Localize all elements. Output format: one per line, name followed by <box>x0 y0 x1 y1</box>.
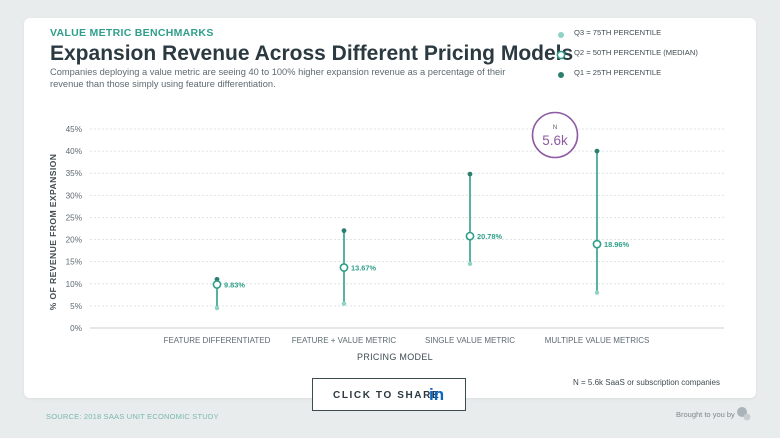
x-tick-label: MULTIPLE VALUE METRICS <box>545 336 650 345</box>
linkedin-icon: in <box>429 385 445 404</box>
legend-label-q3: Q3 = 75TH PERCENTILE <box>574 28 662 37</box>
legend-label-q1: Q1 = 25TH PERCENTILE <box>574 68 662 77</box>
q1-point <box>467 261 473 267</box>
share-button-label: CLICK TO SHARE <box>333 390 441 401</box>
brought-to-you-by-label: Brought to you by <box>676 410 735 419</box>
badge-value: 5.6k <box>542 133 568 148</box>
median-data-label: 13.67% <box>351 264 376 273</box>
x-tick-label: FEATURE DIFFERENTIATED <box>164 336 271 345</box>
sample-size-note: N = 5.6k SaaS or subscription companies <box>573 378 720 387</box>
median-point <box>592 239 602 249</box>
q3-point <box>594 148 600 154</box>
y-tick-label: 15% <box>66 258 82 267</box>
click-to-share-button[interactable]: CLICK TO SHARE in <box>312 378 466 411</box>
legend-label-q2: Q2 = 50TH PERCENTILE (MEDIAN) <box>574 48 698 57</box>
x-tick-label: FEATURE + VALUE METRIC <box>292 336 397 345</box>
q3-point <box>467 171 473 177</box>
legend-dot-q3-icon <box>558 32 564 38</box>
y-axis-label: % OF REVENUE FROM EXPANSION <box>48 154 58 311</box>
page-subtitle: Companies deploying a value metric are s… <box>50 67 506 89</box>
legend-ring-q2-icon <box>556 50 566 60</box>
median-data-label: 20.78% <box>477 232 502 241</box>
y-tick-label: 25% <box>66 213 82 222</box>
source-note: SOURCE: 2018 SAAS UNIT ECONOMIC STUDY <box>46 412 219 421</box>
median-point <box>465 231 475 241</box>
y-tick-label: 35% <box>66 169 82 178</box>
y-tick-label: 5% <box>70 302 82 311</box>
y-tick-label: 30% <box>66 191 82 200</box>
median-point <box>212 280 222 289</box>
q3-point <box>341 228 347 234</box>
median-data-label: 18.96% <box>604 240 629 249</box>
y-tick-label: 20% <box>66 236 82 245</box>
median-point <box>339 263 349 272</box>
y-tick-label: 0% <box>70 324 82 333</box>
q1-point <box>214 305 220 311</box>
eyebrow-label: VALUE METRIC BENCHMARKS <box>50 27 214 39</box>
sample-size-badge: N 5.6k <box>531 111 579 159</box>
badge-label: N <box>553 124 558 131</box>
profitwell-logo-icon[interactable] <box>736 406 752 422</box>
q1-point <box>341 301 347 306</box>
y-tick-label: 10% <box>66 280 82 289</box>
q1-point <box>594 290 600 295</box>
badge-ring <box>531 111 579 159</box>
x-axis-label: PRICING MODEL <box>357 352 433 362</box>
x-tick-label: SINGLE VALUE METRIC <box>425 336 515 345</box>
y-tick-label: 45% <box>66 125 82 134</box>
legend-dot-q1-icon <box>558 72 564 78</box>
median-data-label: 9.83% <box>224 281 245 290</box>
infographic-card <box>24 18 756 398</box>
y-tick-label: 40% <box>66 147 82 156</box>
page-title: Expansion Revenue Across Different Prici… <box>50 42 574 65</box>
